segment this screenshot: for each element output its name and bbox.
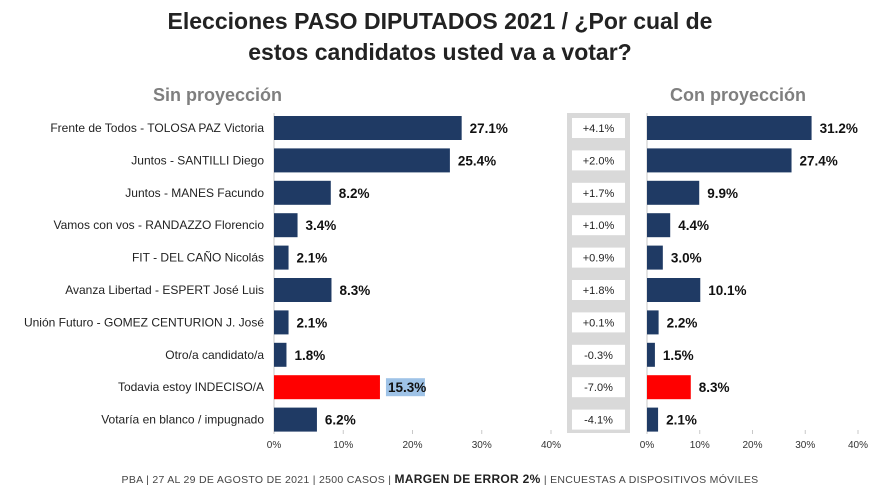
difference-value: -4.1% xyxy=(584,415,613,427)
left-data-label: 25.4% xyxy=(458,153,496,168)
right-bar xyxy=(647,116,812,140)
title-line-1: Elecciones PASO DIPUTADOS 2021 / ¿Por cu… xyxy=(167,8,713,34)
chart-title: Elecciones PASO DIPUTADOS 2021 / ¿Por cu… xyxy=(0,6,880,68)
right-data-label: 3.0% xyxy=(671,251,702,266)
difference-value: +0.1% xyxy=(583,317,615,329)
left-data-label: 3.4% xyxy=(306,218,337,233)
difference-value: +4.1% xyxy=(583,123,615,135)
difference-cell xyxy=(572,150,625,171)
difference-value: +1.7% xyxy=(583,188,615,200)
category-label: Vamos con vos - RANDAZZO Florencio xyxy=(54,218,265,232)
category-label: FIT - DEL CAÑO Nicolás xyxy=(132,251,264,265)
footer: PBA | 27 AL 29 DE AGOSTO DE 2021 | 2500 … xyxy=(0,472,880,486)
difference-cell xyxy=(572,215,625,236)
category-label: Todavia estoy INDECISO/A xyxy=(118,380,264,394)
difference-cell xyxy=(572,280,625,300)
right-data-label: 8.3% xyxy=(699,380,730,395)
difference-value: +1.8% xyxy=(583,285,615,297)
right-bar xyxy=(647,245,663,270)
left-bar xyxy=(274,278,332,302)
left-data-label: 15.3% xyxy=(388,380,426,395)
right-data-label: 4.4% xyxy=(678,218,709,233)
right-bar xyxy=(647,278,701,302)
left-bar xyxy=(274,180,331,205)
category-label: Juntos - MANES Facundo xyxy=(125,186,264,200)
left-bar xyxy=(274,342,287,367)
right-bar xyxy=(647,213,671,238)
left-bar xyxy=(274,213,298,238)
right-data-label: 10.1% xyxy=(708,283,746,298)
difference-cell xyxy=(572,409,625,430)
difference-cell xyxy=(572,312,625,333)
footer-margin-of-error: MARGEN DE ERROR 2% xyxy=(394,472,541,486)
left-tick-label: 20% xyxy=(402,440,422,451)
right-bar xyxy=(647,407,659,432)
footer-source: PBA | 27 AL 29 DE AGOSTO DE 2021 | 2500 … xyxy=(121,474,392,486)
left-data-label: 2.1% xyxy=(297,251,328,266)
category-label: Unión Futuro - GOMEZ CENTURION J. José xyxy=(24,315,264,329)
right-tick-label: 10% xyxy=(690,440,710,451)
left-data-label: 8.2% xyxy=(339,186,370,201)
left-data-label: 2.1% xyxy=(297,315,328,330)
right-bar xyxy=(647,375,691,400)
left-bar xyxy=(274,116,462,140)
category-label: Frente de Todos - TOLOSA PAZ Victoria xyxy=(50,121,264,135)
left-data-label: 8.3% xyxy=(339,283,370,298)
right-bar xyxy=(647,310,659,335)
category-label: Otro/a candidato/a xyxy=(165,348,264,362)
left-data-label: 27.1% xyxy=(470,121,508,136)
difference-cell xyxy=(572,344,625,365)
category-label: Juntos - SANTILLI Diego xyxy=(131,153,264,167)
difference-cell xyxy=(572,377,625,398)
right-data-label: 1.5% xyxy=(663,348,694,363)
left-data-label: 1.8% xyxy=(294,348,325,363)
category-label: Avanza Libertad - ESPERT José Luis xyxy=(65,283,264,297)
right-tick-label: 20% xyxy=(742,440,762,451)
difference-value: -7.0% xyxy=(584,382,613,394)
right-data-label: 2.2% xyxy=(667,315,698,330)
left-bar xyxy=(274,310,289,335)
subtitle-sin-proyeccion: Sin proyección xyxy=(153,85,283,105)
left-data-label: 6.2% xyxy=(325,413,356,428)
left-bar xyxy=(274,245,289,270)
difference-value: +0.9% xyxy=(583,253,615,265)
left-tick-label: 0% xyxy=(267,440,282,451)
subtitle-con-proyeccion: Con proyección xyxy=(670,85,807,105)
right-tick-label: 0% xyxy=(640,440,655,451)
left-bar xyxy=(274,375,380,400)
left-tick-label: 10% xyxy=(333,440,353,451)
right-data-label: 31.2% xyxy=(820,121,858,136)
left-bar xyxy=(274,407,317,432)
right-data-label: 2.1% xyxy=(666,413,697,428)
right-tick-label: 30% xyxy=(795,440,815,451)
difference-cell xyxy=(572,182,625,203)
right-bar xyxy=(647,148,792,173)
title-line-2: estos candidatos usted va a votar? xyxy=(248,39,632,65)
difference-value: +1.0% xyxy=(583,220,615,232)
footer-method: | ENCUESTAS A DISPOSITIVOS MÓVILES xyxy=(543,474,759,486)
category-label: Votaría en blanco / impugnado xyxy=(101,413,264,427)
left-label-highlight xyxy=(385,378,425,397)
left-tick-label: 30% xyxy=(472,440,492,451)
difference-value: -0.3% xyxy=(584,350,613,362)
left-tick-label: 40% xyxy=(541,440,561,451)
right-data-label: 9.9% xyxy=(707,186,738,201)
difference-cell xyxy=(572,118,625,138)
difference-value: +2.0% xyxy=(583,155,615,167)
right-data-label: 27.4% xyxy=(800,153,838,168)
right-tick-label: 40% xyxy=(848,440,868,451)
difference-cell xyxy=(572,247,625,268)
left-bar xyxy=(274,148,450,173)
right-bar xyxy=(647,180,700,205)
right-bar xyxy=(647,342,655,367)
